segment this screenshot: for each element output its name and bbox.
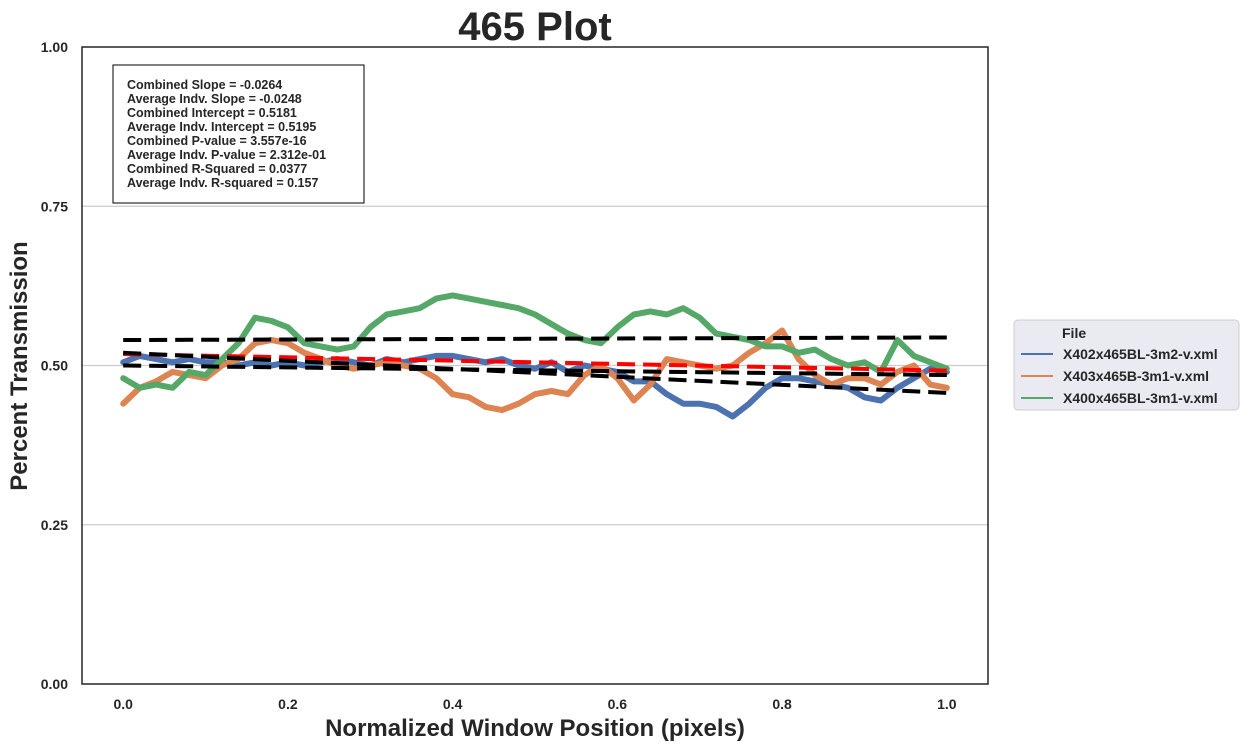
y-tick-labels: 0.00 0.25 0.50 0.75 1.00 [41, 39, 68, 692]
stats-box-border [112, 64, 365, 204]
stats-line: Combined R-Squared = 0.0377 [127, 162, 307, 176]
series-line-3 [120, 292, 950, 391]
fit-line-1 [123, 352, 947, 373]
stats-line: Combined Slope = -0.0264 [127, 78, 282, 92]
series-layer [120, 292, 950, 420]
x-tick-label: 1.0 [937, 696, 957, 712]
legend-title: File [1062, 325, 1086, 341]
x-axis-label: Normalized Window Position (pixels) [325, 715, 745, 742]
x-tick-label: 0.0 [113, 696, 133, 712]
stats-line: Average Indv. R-squared = 0.157 [127, 176, 318, 190]
stats-line: Average Indv. P-value = 2.312e-01 [127, 148, 326, 162]
x-tick-label: 0.4 [443, 696, 463, 712]
legend-items: X402x465BL-3m2-v.xml X403x465B-3m1-v.xml X… [1021, 346, 1218, 406]
stats-line: Average Indv. Slope = -0.0248 [127, 92, 302, 106]
fit-line-4 [123, 363, 947, 378]
series-line-1 [120, 352, 950, 420]
stats-line: Combined P-value = 3.557e-16 [127, 134, 307, 148]
stats-line: Combined Intercept = 0.5181 [127, 106, 297, 120]
fit-lines-layer [123, 335, 947, 395]
x-tick-label: 0.8 [772, 696, 792, 712]
y-tick-label: 1.00 [41, 39, 68, 55]
legend-label-3: X400x465BL-3m1-v.xml [1063, 390, 1218, 406]
legend-label-2: X403x465B-3m1-v.xml [1063, 368, 1209, 384]
chart-title: 465 Plot [458, 5, 611, 49]
stats-line: Average Indv. Intercept = 0.5195 [127, 120, 316, 134]
x-tick-labels: 0.0 0.2 0.4 0.6 0.8 1.0 [113, 696, 956, 712]
y-tick-label: 0.75 [41, 198, 68, 214]
x-tick-label: 0.6 [608, 696, 628, 712]
fit-line-3 [123, 350, 947, 395]
x-tick-label: 0.2 [278, 696, 298, 712]
legend-box [1013, 319, 1240, 411]
y-tick-label: 0.50 [41, 358, 68, 374]
y-axis-label: Percent Transmission [6, 241, 33, 490]
legend: File X402x465BL-3m2-v.xml X403x465B-3m1-v… [1013, 319, 1240, 411]
fit-line-2 [123, 335, 947, 343]
y-tick-label: 0.25 [41, 517, 68, 533]
plot-area-frame [81, 46, 989, 685]
legend-label-1: X402x465BL-3m2-v.xml [1063, 346, 1218, 362]
y-tick-label: 0.00 [41, 676, 68, 692]
